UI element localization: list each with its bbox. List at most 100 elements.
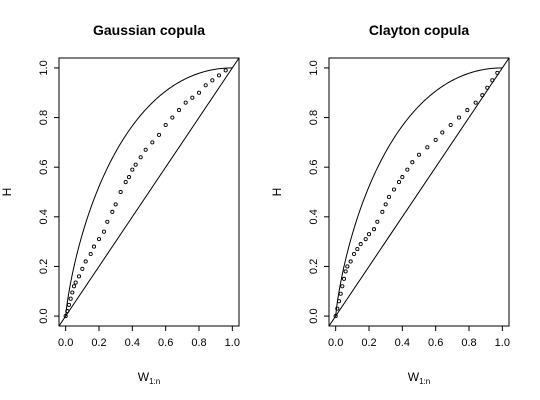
- reference-curves: [329, 58, 509, 326]
- data-point: [63, 314, 68, 319]
- x-tick-label: 0.6: [158, 337, 173, 349]
- x-axis-label: W1:n: [408, 370, 430, 386]
- diagonal-line: [329, 58, 509, 326]
- data-point: [495, 70, 500, 75]
- data-point: [66, 302, 72, 307]
- data-point: [333, 314, 338, 319]
- y-tick-label: 0.8: [38, 110, 50, 125]
- x-tick-label: 0.0: [328, 337, 343, 349]
- data-point: [118, 189, 123, 195]
- data-point: [123, 180, 128, 185]
- data-point: [138, 155, 143, 160]
- data-point: [196, 90, 202, 95]
- data-point: [91, 244, 97, 249]
- data-point: [396, 180, 402, 185]
- data-point: [473, 100, 478, 105]
- data-point: [340, 284, 345, 289]
- data-point: [150, 140, 155, 145]
- x-tick-label: 0.4: [395, 337, 410, 349]
- y-tick-label: 0.4: [308, 209, 320, 224]
- data-point: [335, 306, 340, 311]
- data-point: [110, 209, 115, 214]
- upper-bound-curve: [65, 67, 233, 317]
- data-point: [371, 227, 377, 232]
- plot-frame: [328, 57, 510, 327]
- data-point: [76, 274, 82, 279]
- y-axis-label: H: [270, 188, 284, 197]
- data-point: [465, 108, 470, 113]
- x-tick-label: 0.8: [461, 337, 476, 349]
- data-point: [336, 299, 342, 304]
- y-tick-label: 0.2: [38, 259, 50, 274]
- data-point: [363, 237, 368, 242]
- x-axis-label-subscript: 1:n: [419, 377, 430, 386]
- reference-curves: [59, 58, 239, 326]
- x-axis-label-subscript: 1:n: [149, 377, 160, 386]
- y-axis-label: H: [0, 188, 14, 197]
- data-point: [433, 137, 438, 142]
- data-point: [485, 85, 490, 90]
- x-tick-label: 0.0: [58, 337, 73, 349]
- y-tick-label: 0.0: [308, 308, 320, 323]
- data-point: [416, 152, 422, 157]
- y-tick-label: 1.0: [308, 60, 320, 75]
- data-point: [380, 209, 385, 214]
- data-point: [83, 259, 88, 264]
- data-point: [440, 130, 445, 135]
- data-point: [338, 291, 343, 296]
- x-tick-label: 0.4: [125, 337, 140, 349]
- data-point: [101, 229, 107, 234]
- data-point: [490, 78, 495, 83]
- data-point: [345, 264, 350, 269]
- data-point: [405, 167, 410, 172]
- data-point: [355, 247, 360, 252]
- data-point: [448, 122, 453, 128]
- data-point: [410, 160, 415, 165]
- data-point: [70, 290, 75, 295]
- data-point: [216, 73, 222, 78]
- y-tick-label: 0.6: [38, 160, 50, 175]
- data-point: [425, 145, 430, 150]
- chart-title: Gaussian copula: [93, 22, 205, 38]
- data-point: [130, 167, 135, 172]
- data-point: [65, 309, 70, 314]
- panel-clayton-copula: Clayton copula 0.0 0.2 0.4 0.6 0.8 1.0 0.0 0.2 0.…: [270, 22, 510, 386]
- data-point: [68, 296, 73, 301]
- x-tick-label: 0.6: [428, 337, 443, 349]
- y-tick-label: 0.8: [308, 110, 320, 125]
- y-tick-label: 0.2: [308, 259, 320, 274]
- data-point: [386, 194, 392, 200]
- data-point: [133, 162, 138, 167]
- data-point: [170, 115, 175, 120]
- data-point: [71, 284, 77, 289]
- data-point: [88, 251, 93, 257]
- plot-frame: [58, 57, 240, 327]
- data-point: [456, 115, 462, 120]
- data-point: [203, 83, 208, 88]
- x-axis-label-main: W: [138, 370, 150, 384]
- x-tick-label: 0.2: [91, 337, 106, 349]
- data-point: [143, 147, 148, 152]
- chart-title: Clayton copula: [369, 22, 470, 38]
- data-point: [351, 251, 357, 257]
- data-point: [391, 187, 397, 192]
- data-point: [183, 100, 188, 105]
- data-point: [366, 232, 372, 237]
- data-point: [156, 132, 162, 137]
- data-point: [480, 93, 485, 98]
- diagonal-line: [59, 58, 239, 326]
- data-point: [113, 202, 118, 207]
- data-point: [190, 95, 195, 100]
- y-tick-label: 0.0: [38, 308, 50, 323]
- y-tick-label: 0.4: [38, 209, 50, 224]
- upper-bound-curve: [335, 67, 503, 317]
- y-tick-label: 1.0: [38, 60, 50, 75]
- data-point: [375, 219, 380, 224]
- data-point: [358, 242, 363, 247]
- x-tick-label: 1.0: [495, 337, 510, 349]
- data-point: [126, 175, 132, 180]
- data-point: [400, 175, 405, 180]
- data-point: [210, 78, 215, 83]
- data-point: [80, 266, 85, 271]
